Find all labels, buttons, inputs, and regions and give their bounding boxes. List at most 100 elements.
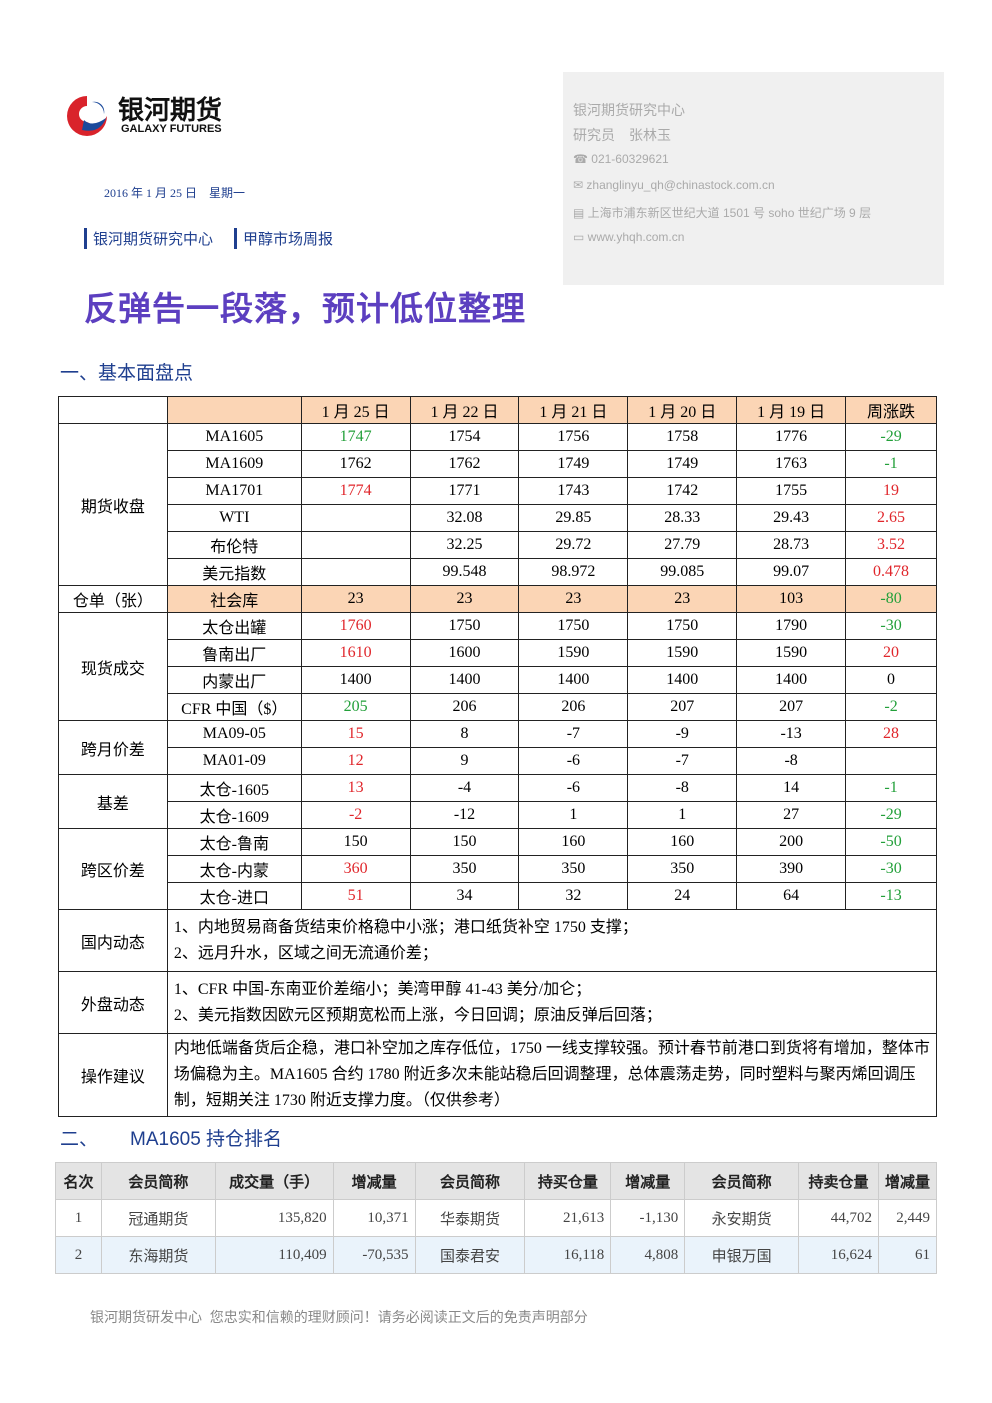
value-cell: 23 [627, 585, 738, 613]
note-label: 外盘动态 [58, 971, 168, 1034]
data-row: 布伦特 32.25 29.72 27.79 28.73 3.52 [59, 531, 937, 559]
value-cell: 98.972 [518, 558, 629, 586]
value-cell: 1756 [518, 423, 629, 451]
group-label: 基差 [58, 774, 168, 829]
email-text: zhanglinyu_qh@chinastock.com.cn [586, 178, 775, 192]
value-cell: 28.33 [627, 504, 738, 532]
value-cell: 1749 [518, 450, 629, 478]
header-cell: 会员简称 [684, 1162, 800, 1200]
value-cell: 1750 [518, 612, 629, 640]
value-cell: -12 [409, 801, 520, 829]
blank-cell [58, 396, 168, 424]
value-cell: 160 [518, 828, 629, 856]
header-cell: 1 月 22 日 [409, 396, 520, 424]
data-row: 太仓-内蒙 360 350 350 350 390 -30 [59, 855, 937, 883]
row-label: 内蒙出厂 [166, 666, 302, 694]
data-row: 太仓-1609 -2 -12 1 1 27 -29 [59, 801, 937, 829]
section-number: 二、 [60, 1129, 99, 1150]
value-cell: 0.478 [845, 558, 937, 586]
value-cell: -29 [845, 423, 937, 451]
value-cell: 1400 [409, 666, 520, 694]
header-cell: 成交量（手） [214, 1162, 334, 1200]
value-cell: -30 [845, 855, 937, 883]
phone: ☎ 021-60329621 [573, 152, 669, 166]
value-cell: 207 [736, 693, 847, 721]
value-cell: 99.07 [736, 558, 847, 586]
row-label: MA1605 [166, 423, 302, 451]
data-row: 1 冠通期货 135,820 10,371 华泰期货 21,613 -1,130 永安期货 44… [55, 1199, 938, 1237]
value-cell: 1 [518, 801, 629, 829]
analyst: 研究员 张林玉 [573, 127, 671, 143]
value-cell: -8 [627, 774, 738, 802]
header-cell: 周涨跌 [845, 396, 937, 424]
value-cell: 390 [736, 855, 847, 883]
data-row: 美元指数 99.548 98.972 99.085 99.07 0.478 [59, 558, 937, 586]
date: 2016 年 1 月 25 日 星期一 [104, 186, 246, 200]
value-cell: 350 [627, 855, 738, 883]
value-cell: 150 [300, 828, 411, 856]
cell: 61 [877, 1236, 938, 1274]
header-cell: 持买仓量 [524, 1162, 612, 1200]
value-cell: 23 [409, 585, 520, 613]
section-title: 一、基本面盘点 [60, 363, 194, 384]
value-cell: -50 [845, 828, 937, 856]
cell: 2 [55, 1236, 102, 1274]
section-title: MA1605 持仓排名 [130, 1129, 283, 1150]
header-cell: 1 月 25 日 [300, 396, 411, 424]
value-cell: 103 [736, 585, 847, 613]
header-cell: 会员简称 [100, 1162, 216, 1200]
web-text: www.yhqh.com.cn [587, 230, 685, 244]
title: 反弹告一段落，预计低位整理 [84, 290, 526, 327]
value-cell: 27.79 [627, 531, 738, 559]
value-cell: 1747 [300, 423, 411, 451]
value-cell: 1600 [409, 639, 520, 667]
value-cell: 205 [300, 693, 411, 721]
value-cell: 200 [736, 828, 847, 856]
value-cell: 28.73 [736, 531, 847, 559]
cell: 申银万国 [684, 1236, 800, 1274]
value-cell: 29.43 [736, 504, 847, 532]
value-cell: 3.52 [845, 531, 937, 559]
blank-cell [166, 396, 302, 424]
row-label: 太仓-1609 [166, 801, 302, 829]
row-label: MA1609 [166, 450, 302, 478]
value-cell: -2 [845, 693, 937, 721]
value-cell: 27 [736, 801, 847, 829]
header-cell: 会员简称 [414, 1162, 526, 1200]
note-line: 内地低端备货后企稳，港口补空加之库存低位，1750 一线支撑较强。预计春节前港口… [173, 1040, 930, 1109]
value-cell: 1400 [627, 666, 738, 694]
value-cell: -13 [845, 882, 937, 910]
logo-cn: 银河期货 [118, 95, 223, 125]
value-cell: 150 [409, 828, 520, 856]
value-cell: 12 [300, 747, 411, 775]
data-row: MA1701 1774 1771 1743 1742 1755 19 [59, 477, 937, 505]
data-row: 基差 太仓-1605 13 -4 -6 -8 14 -1 [58, 774, 937, 829]
group-label: 仓单（张） [58, 585, 168, 613]
row-label: MA1701 [166, 477, 302, 505]
header-cell: 增减量 [877, 1162, 938, 1200]
value-cell: 207 [627, 693, 738, 721]
header-cell: 1 月 21 日 [518, 396, 629, 424]
value-cell: 1762 [409, 450, 520, 478]
row-label: WTI [166, 504, 302, 532]
cell: 4,808 [610, 1236, 686, 1274]
data-row: 期货收盘 MA1605 1747 1754 1756 1758 1776 -29 [58, 423, 937, 586]
header-row: 名次 会员简称 成交量（手） 增减量 会员简称 持买仓量 增减量 会员简称 持卖仓量 增减量 [55, 1162, 938, 1200]
cell: -70,535 [332, 1236, 416, 1274]
cell: 135,820 [214, 1199, 334, 1237]
cell: 16,118 [524, 1236, 612, 1274]
header-cell: 1 月 19 日 [736, 396, 847, 424]
cell: 21,613 [524, 1199, 612, 1237]
phone-text: 021-60329621 [591, 152, 669, 166]
value-cell: 32.08 [409, 504, 520, 532]
cell: 冠通期货 [100, 1199, 216, 1237]
cell: 16,624 [798, 1236, 879, 1274]
row-label: MA01-09 [166, 747, 302, 775]
value-cell: 1754 [409, 423, 520, 451]
data-row: WTI 32.08 29.85 28.33 29.43 2.65 [59, 504, 937, 532]
header-cell: 1 月 20 日 [627, 396, 738, 424]
value-cell: -7 [518, 720, 629, 748]
data-row: 太仓-进口 51 34 32 24 64 -13 [59, 882, 937, 910]
note-label: 操作建议 [58, 1033, 168, 1117]
